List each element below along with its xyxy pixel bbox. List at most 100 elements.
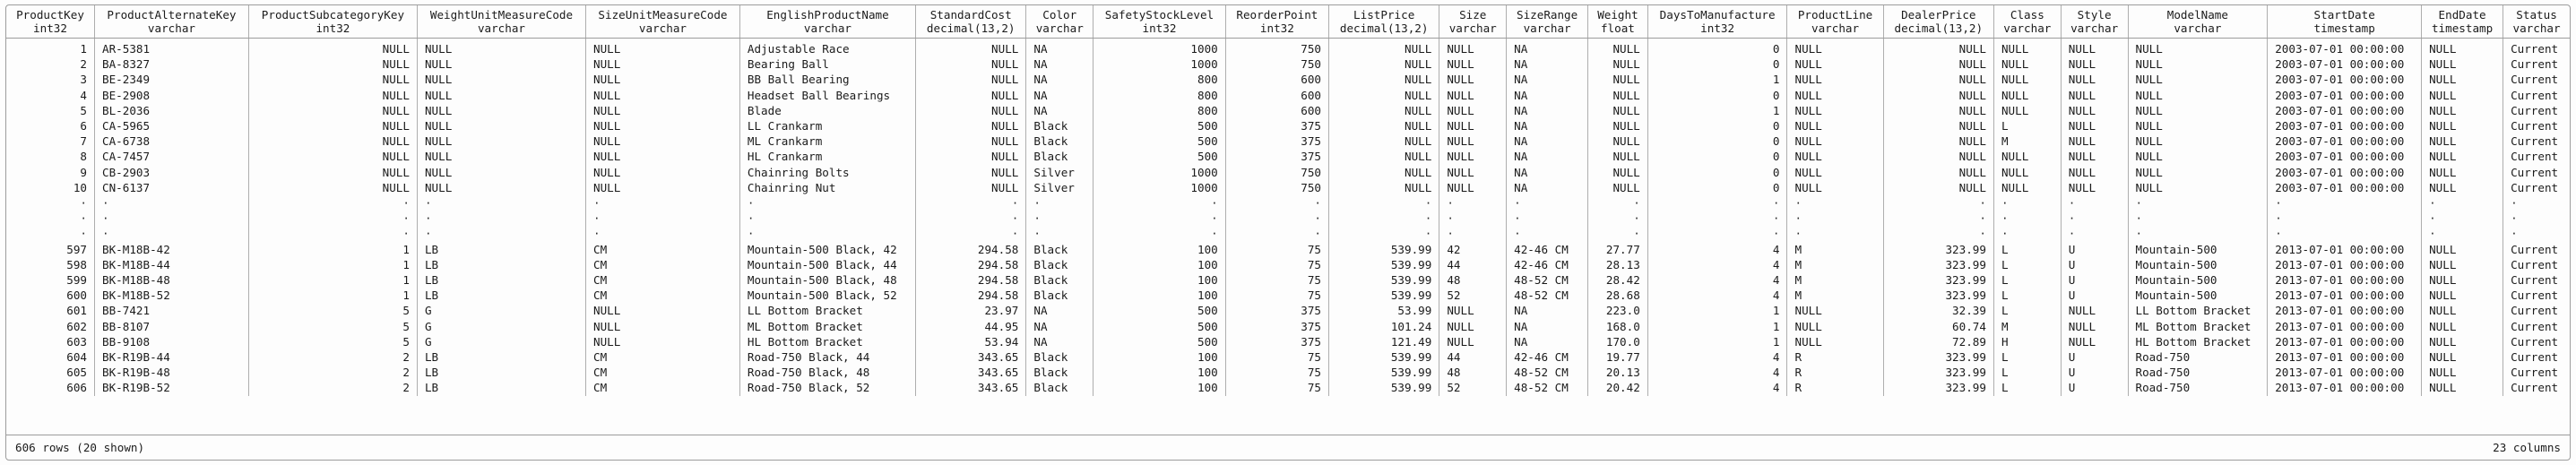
cell: NA <box>1025 102 1094 119</box>
cell: NULL <box>915 149 1026 165</box>
cell: 500 <box>1093 149 1226 165</box>
cell: NULL <box>2421 102 2503 119</box>
cell: · <box>915 226 1026 242</box>
table-row: 2 BA-8327 NULL NULL NULL Bearing Ball NULL NA 10… <box>6 56 2570 73</box>
cell: 2013-07-01 00:00:00 <box>2267 380 2422 396</box>
cell: BA-8327 <box>94 56 249 73</box>
cell: L <box>1993 118 2062 134</box>
cell: · <box>739 195 916 211</box>
cell: 1000 <box>1093 56 1226 73</box>
cell: NULL <box>416 87 586 103</box>
cell: 2003-07-01 00:00:00 <box>2267 56 2422 73</box>
cell: ML Bottom Bracket <box>2127 318 2268 334</box>
cell: · <box>80 227 88 241</box>
cell: NULL <box>1328 179 1439 196</box>
cell: NULL <box>247 38 418 57</box>
cell: 750 <box>1224 179 1329 196</box>
cell: 42-46 CM <box>1506 256 1588 273</box>
cell: 42-46 CM <box>1506 241 1588 257</box>
cell: 1 <box>247 288 418 304</box>
table-row: 601 BB-7421 5 G NULL LL Bottom Bracket 23.97 NA… <box>6 303 2570 319</box>
cell: LB <box>416 241 586 257</box>
cell: · <box>1587 211 1648 227</box>
cell: NULL <box>2127 56 2268 73</box>
cell: · <box>2503 195 2570 211</box>
cell: NULL <box>1328 38 1439 57</box>
cell: BB-9108 <box>94 333 249 350</box>
table-row: 600 BK-M18B-52 1 LB CM Mountain-500 Black, 52… <box>6 288 2570 304</box>
cell: 1000 <box>1093 179 1226 196</box>
cell: Silver <box>1025 164 1094 180</box>
cell: BB Ball Bearing <box>739 72 916 88</box>
cell: 28.68 <box>1587 288 1648 304</box>
cell: NULL <box>1587 164 1648 180</box>
cell: NULL <box>585 133 740 150</box>
cell: · <box>1025 195 1094 211</box>
cell: NULL <box>1328 56 1439 73</box>
column-header-ProductSubcategoryKey: ProductSubcategoryKey int32 <box>247 5 418 39</box>
cell: 539.99 <box>1328 256 1439 273</box>
table-header: ProductKey int32 ProductAlternateKey varcha… <box>6 5 2570 39</box>
cell: NULL <box>416 118 586 134</box>
table-row: 599 BK-M18B-48 1 LB CM Mountain-500 Black, 48… <box>6 272 2570 288</box>
cell: 52 <box>1439 288 1507 304</box>
cell: BE-2908 <box>94 87 249 103</box>
cell: NULL <box>1328 87 1439 103</box>
cell: HL Crankarm <box>739 149 916 165</box>
header-row: ProductKey int32 ProductAlternateKey varcha… <box>6 5 2570 39</box>
cell: Current <box>2503 256 2570 273</box>
cell: NULL <box>2421 256 2503 273</box>
cell: Blade <box>739 102 916 119</box>
cell: · <box>1587 226 1648 242</box>
cell: 597 <box>66 242 88 256</box>
column-header-Color: Color varchar <box>1025 5 1094 39</box>
cell: NULL <box>1587 149 1648 165</box>
cell: LB <box>416 349 586 366</box>
cell: L <box>1993 303 2062 319</box>
cell: 323.99 <box>1882 288 1994 304</box>
cell: NULL <box>1786 56 1884 73</box>
cell: 2003-07-01 00:00:00 <box>2267 179 2422 196</box>
column-header-Status: Status varchar <box>2503 5 2570 39</box>
cell: 2 <box>80 57 88 72</box>
cell: BL-2036 <box>94 102 249 119</box>
cell: U <box>2060 272 2129 288</box>
cell: 2013-07-01 00:00:00 <box>2267 272 2422 288</box>
cell: 1 <box>1647 72 1787 88</box>
cell: Black <box>1025 133 1094 150</box>
cell: · <box>2060 226 2129 242</box>
cell: 500 <box>1093 333 1226 350</box>
cell: · <box>1506 226 1588 242</box>
cell: · <box>739 226 916 242</box>
cell: ML Bottom Bracket <box>739 318 916 334</box>
cell: BK-M18B-52 <box>94 288 249 304</box>
cell: NULL <box>915 87 1026 103</box>
cell: CM <box>585 241 740 257</box>
cell: NULL <box>247 149 418 165</box>
cell: NULL <box>247 164 418 180</box>
cell: NULL <box>1882 72 1994 88</box>
cell: 800 <box>1093 72 1226 88</box>
cell: NULL <box>247 179 418 196</box>
cell: · <box>915 195 1026 211</box>
cell: NULL <box>2127 102 2268 119</box>
cell: NULL <box>1786 72 1884 88</box>
cell: CM <box>585 365 740 381</box>
cell: 600 <box>1224 102 1329 119</box>
cell: 539.99 <box>1328 272 1439 288</box>
cell: L <box>1993 365 2062 381</box>
cell: NA <box>1506 38 1588 57</box>
cell: M <box>1786 272 1884 288</box>
column-header-SizeUnitMeasureCode: SizeUnitMeasureCode varchar <box>585 5 740 39</box>
cell: 600 <box>66 288 88 303</box>
cell: 2003-07-01 00:00:00 <box>2267 87 2422 103</box>
cell: NULL <box>2060 118 2129 134</box>
table-row: 9 CB-2903 NULL NULL NULL Chainring Bolts NULL S… <box>6 164 2570 180</box>
cell: NULL <box>1993 38 2062 57</box>
cell: 28.42 <box>1587 272 1648 288</box>
cell: NULL <box>2060 38 2129 57</box>
cell: CA-7457 <box>94 149 249 165</box>
column-header-ProductLine: ProductLine varchar <box>1786 5 1884 39</box>
cell: NA <box>1025 72 1094 88</box>
cell: Current <box>2503 102 2570 119</box>
